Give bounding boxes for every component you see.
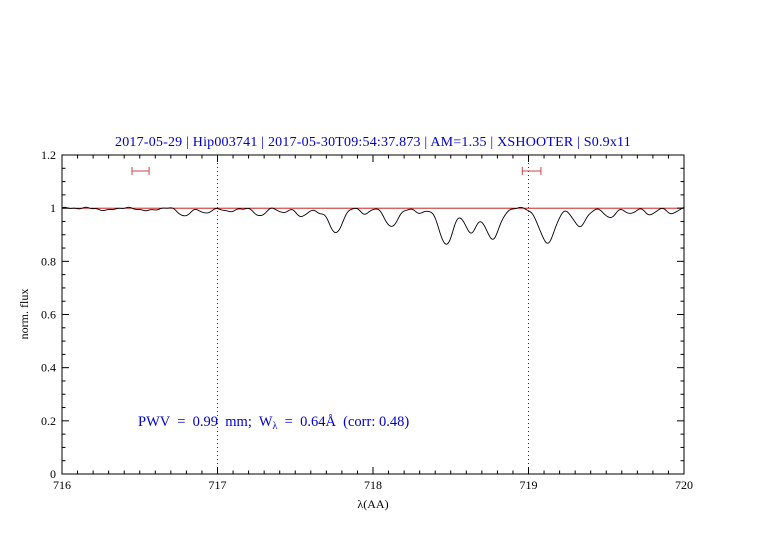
y-tick-label: 1.2 bbox=[41, 148, 56, 162]
x-axis-label: λ(AA) bbox=[357, 497, 389, 511]
pwv-annotation-text: PWV = 0.99 mm; W bbox=[138, 414, 273, 430]
x-tick-label: 720 bbox=[675, 478, 693, 492]
plot-title: 2017-05-29 | Hip003741 | 2017-05-30T09:5… bbox=[115, 135, 631, 150]
spectrum-line bbox=[61, 206, 685, 245]
y-tick-label: 0.2 bbox=[41, 414, 56, 428]
y-tick-labels: 0 0.2 0.4 0.6 0.8 1 1.2 bbox=[41, 148, 56, 481]
axis-ticks bbox=[61, 154, 685, 475]
y-tick-label: 0.4 bbox=[41, 361, 56, 375]
pwv-annotation-subscript: λ bbox=[272, 421, 278, 432]
y-tick-label: 1 bbox=[50, 201, 56, 215]
range-markers bbox=[131, 166, 542, 175]
dotted-vlines bbox=[217, 155, 529, 474]
x-tick-label: 716 bbox=[53, 478, 71, 492]
y-tick-label: 0.8 bbox=[41, 254, 56, 268]
x-tick-label: 717 bbox=[209, 478, 227, 492]
axis-box bbox=[61, 154, 685, 475]
y-tick-label: 0 bbox=[50, 467, 56, 481]
x-tick-labels: 716 717 718 719 720 bbox=[53, 478, 693, 492]
pwv-annotation-text-2: = 0.64Å (corr: 0.48) bbox=[277, 414, 410, 430]
x-tick-label: 718 bbox=[364, 478, 382, 492]
x-tick-label: 719 bbox=[520, 478, 538, 492]
y-tick-label: 0.6 bbox=[41, 308, 56, 322]
pwv-annotation: PWV = 0.99 mm; Wλ = 0.64Å (corr: 0.48) bbox=[138, 414, 410, 432]
